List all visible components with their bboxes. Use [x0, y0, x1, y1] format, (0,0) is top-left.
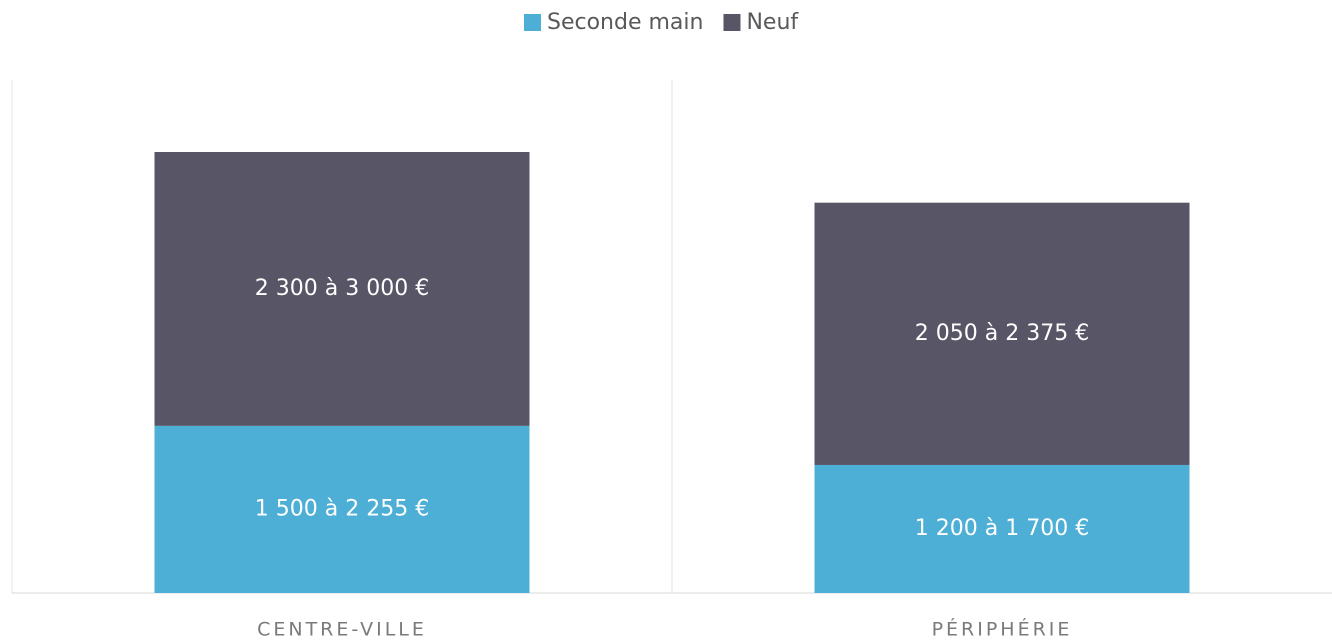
- value-label: 1 200 à 1 700 €: [915, 516, 1089, 541]
- bar-segment: [154, 152, 530, 426]
- value-label: 2 300 à 3 000 €: [255, 276, 429, 301]
- value-label: 2 050 à 2 375 €: [915, 321, 1089, 346]
- legend-label: Neuf: [746, 10, 799, 35]
- legend-label: Seconde main: [547, 10, 703, 35]
- value-label: 1 500 à 2 255 €: [255, 496, 429, 521]
- legend-swatch: [524, 14, 541, 31]
- bar-segment: [814, 202, 1190, 465]
- x-tick-label: PÉRIPHÉRIE: [932, 618, 1073, 641]
- x-tick-label: CENTRE-VILLE: [257, 619, 427, 641]
- bar-segment: [154, 425, 530, 593]
- bar-segment: [814, 464, 1190, 593]
- legend-swatch: [723, 14, 741, 31]
